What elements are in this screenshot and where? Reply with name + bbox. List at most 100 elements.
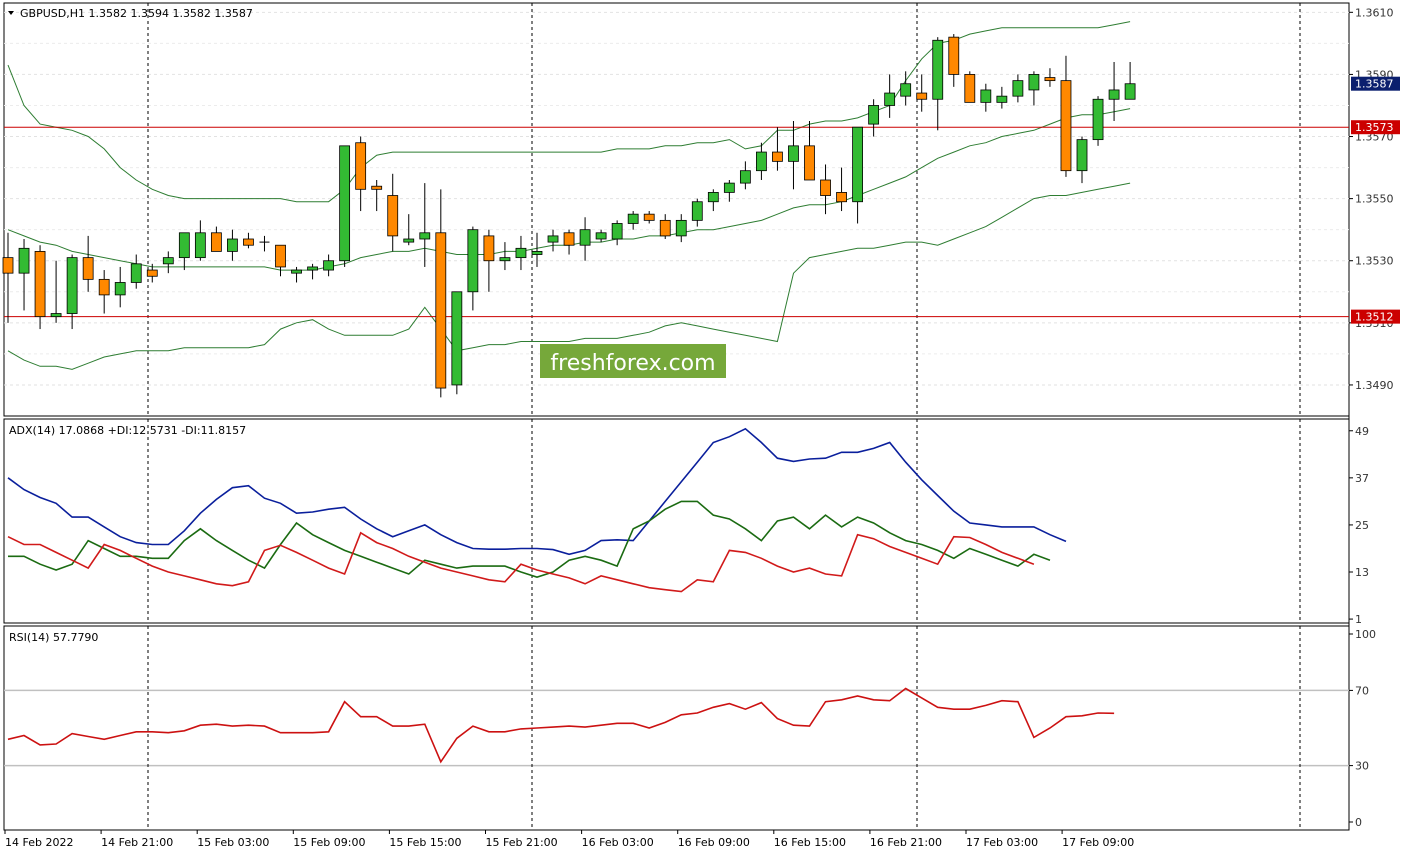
candle	[579, 217, 591, 261]
time-tick-label: 14 Feb 2022	[5, 836, 73, 849]
candle	[323, 254, 335, 277]
candle-body	[307, 266, 318, 271]
candle	[756, 142, 767, 180]
candle-body	[964, 74, 976, 103]
candles	[2, 34, 1136, 398]
candle-body	[18, 247, 30, 274]
candle	[916, 74, 928, 112]
time-tick-label: 17 Feb 09:00	[1062, 836, 1134, 849]
candle-body	[900, 83, 912, 97]
horizontal-levels	[4, 126, 1349, 318]
candle	[659, 214, 671, 239]
candle-body	[178, 232, 190, 259]
candle-body	[451, 291, 463, 386]
candle-body	[291, 269, 302, 274]
time-tick-label: 16 Feb 09:00	[678, 836, 750, 849]
candle	[130, 254, 142, 289]
candle-body	[1028, 74, 1040, 91]
candle	[547, 229, 559, 252]
candle	[451, 291, 463, 395]
candle	[643, 211, 655, 224]
candle-body	[98, 278, 110, 296]
candle-body	[980, 89, 992, 103]
candle	[1028, 71, 1040, 106]
candle-body	[323, 260, 335, 271]
time-tick-label: 15 Feb 15:00	[389, 836, 461, 849]
candle-body	[675, 219, 687, 237]
candle-body	[531, 251, 543, 255]
candle	[627, 211, 639, 230]
candle	[1044, 68, 1056, 87]
symbol-dropdown-icon[interactable]	[8, 11, 14, 15]
candle-body	[1012, 80, 1024, 97]
candle-body	[884, 92, 896, 106]
candle	[227, 229, 238, 261]
candle	[387, 173, 399, 252]
candle	[1108, 62, 1120, 121]
candle	[948, 34, 960, 87]
rsi-tick-label: 30	[1355, 760, 1369, 773]
candle-body	[868, 105, 880, 125]
candle	[210, 226, 222, 252]
candle	[788, 121, 799, 190]
candle	[820, 164, 831, 215]
candle	[932, 37, 944, 131]
candle	[563, 229, 575, 255]
candle	[2, 232, 14, 323]
candle	[980, 83, 992, 112]
candle	[435, 189, 447, 398]
candle-body	[723, 182, 735, 193]
candle	[675, 214, 687, 243]
price-tick-label: 1.3490	[1355, 379, 1394, 392]
candle-body	[1044, 77, 1056, 82]
candle	[772, 127, 783, 171]
candle	[355, 136, 367, 212]
watermark: freshforex.com	[540, 344, 726, 378]
level-badge-label: 1.3512	[1355, 311, 1394, 324]
plus-di-line	[8, 500, 1051, 578]
candle-body	[371, 185, 383, 190]
price-tick-label: 1.3610	[1355, 6, 1394, 19]
rsi-lines	[7, 687, 1115, 764]
candle-body	[355, 142, 367, 190]
candle	[467, 226, 479, 311]
candle-body	[114, 282, 126, 296]
adx-pane-header: ADX(14) 17.0868 +DI:12.5731 -DI:11.8157	[9, 424, 246, 437]
candle	[964, 71, 976, 103]
candle	[595, 229, 607, 243]
candle-body	[2, 257, 14, 274]
candle-body	[146, 269, 158, 277]
candle-body	[1108, 89, 1120, 100]
candle	[884, 74, 896, 118]
time-tick-label: 15 Feb 09:00	[293, 836, 365, 849]
candle	[339, 145, 351, 267]
candle-body	[243, 238, 254, 246]
candle-body	[627, 213, 639, 224]
price-tick-label: 1.3530	[1355, 255, 1394, 268]
candle-body	[387, 195, 399, 237]
candle-body	[948, 36, 960, 75]
level-badge-label: 1.3573	[1355, 121, 1394, 134]
candle-body	[1092, 98, 1104, 141]
minus-di-line	[7, 531, 1035, 593]
candle-body	[1124, 83, 1136, 100]
candle-body	[339, 145, 351, 262]
candle-body	[836, 192, 847, 203]
adx-tick-label: 13	[1355, 566, 1369, 579]
adx-lines	[7, 427, 1067, 593]
candle	[403, 214, 415, 246]
candle	[499, 242, 511, 271]
adx-main-line	[7, 427, 1067, 556]
level-badge	[1351, 120, 1400, 135]
candle-body	[419, 232, 431, 240]
watermark-text: freshforex.com	[550, 351, 715, 376]
candle-body	[194, 232, 206, 259]
candle	[804, 121, 815, 181]
candle	[307, 263, 318, 280]
current-price-badge: 1.3587	[1351, 76, 1400, 91]
candle-body	[483, 235, 495, 262]
candle	[50, 260, 62, 323]
candle	[691, 198, 703, 227]
candle-body	[643, 213, 655, 221]
